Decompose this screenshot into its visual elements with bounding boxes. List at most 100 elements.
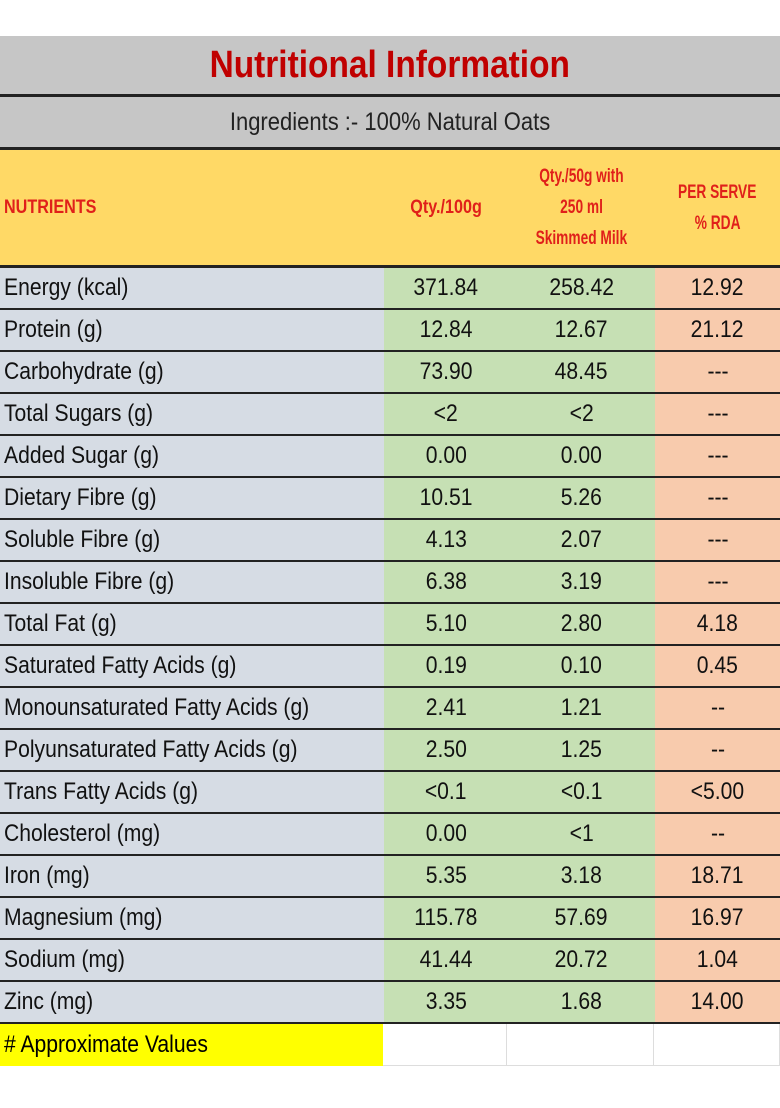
rda-percent: --- xyxy=(655,562,780,602)
qty-per-50g-milk: 1.21 xyxy=(508,688,655,728)
qty-per-50g-milk-text: <0.1 xyxy=(560,778,603,805)
nutrient-name-text: Zinc (mg) xyxy=(4,988,94,1015)
qty-per-100g: 10.51 xyxy=(384,478,508,518)
table-row: Insoluble Fibre (g) 6.38 3.19 --- xyxy=(0,562,780,604)
nutrient-name-text: Soluble Fibre (g) xyxy=(4,526,161,553)
qty-per-100g-text: 10.51 xyxy=(419,484,473,511)
nutrient-name-text: Trans Fatty Acids (g) xyxy=(4,778,199,805)
nutrient-name-text: Iron (mg) xyxy=(4,862,90,889)
qty-per-50g-milk-text: 20.72 xyxy=(555,946,608,973)
rda-percent: 21.12 xyxy=(655,310,780,350)
nutrient-name-text: Sodium (mg) xyxy=(4,946,125,973)
qty-per-100g-text: <0.1 xyxy=(425,778,467,805)
nutrient-name-text: Monounsaturated Fatty Acids (g) xyxy=(4,694,310,721)
nutrient-name-text: Added Sugar (g) xyxy=(4,442,159,469)
footnote: # Approximate Values xyxy=(0,1024,383,1066)
qty-per-50g-milk: 0.10 xyxy=(508,646,655,686)
rda-percent-text: <5.00 xyxy=(690,778,745,805)
nutrient-name: Total Sugars (g) xyxy=(0,394,384,434)
qty-per-50g-milk-text: 1.21 xyxy=(560,694,603,721)
rda-percent-text: 21.12 xyxy=(691,316,744,343)
nutrient-name-text: Carbohydrate (g) xyxy=(4,358,164,385)
qty-per-50g-milk: 20.72 xyxy=(508,940,655,980)
qty-per-50g-milk-text: 2.07 xyxy=(560,526,603,553)
qty-per-50g-milk: 3.19 xyxy=(508,562,655,602)
qty-per-100g: 5.35 xyxy=(384,856,508,896)
nutrient-name: Cholesterol (mg) xyxy=(0,814,384,854)
qty-per-100g-text: 12.84 xyxy=(419,316,473,343)
rda-percent: <5.00 xyxy=(655,772,780,812)
nutrient-name: Insoluble Fibre (g) xyxy=(0,562,384,602)
qty-per-100g: 6.38 xyxy=(384,562,508,602)
nutrient-name-text: Total Sugars (g) xyxy=(4,400,154,427)
rda-percent: 14.00 xyxy=(655,982,780,1022)
qty-per-100g: <2 xyxy=(384,394,508,434)
rda-percent-text: 4.18 xyxy=(696,610,739,637)
rda-percent-text: -- xyxy=(710,694,725,721)
qty-per-50g-milk-text: 1.68 xyxy=(560,988,603,1015)
nutrient-name-text: Polyunsaturated Fatty Acids (g) xyxy=(4,736,298,763)
table-row: Energy (kcal) 371.84 258.42 12.92 xyxy=(0,268,780,310)
qty-per-100g-text: 115.78 xyxy=(414,904,478,931)
qty-per-100g-text: 0.19 xyxy=(425,652,467,679)
title-text: Nutritional Information xyxy=(209,43,571,86)
nutrient-name: Trans Fatty Acids (g) xyxy=(0,772,384,812)
qty-per-50g-milk: 57.69 xyxy=(508,898,655,938)
nutrient-name: Energy (kcal) xyxy=(0,268,384,308)
qty-per-100g: 73.90 xyxy=(384,352,508,392)
rda-percent: 1.04 xyxy=(655,940,780,980)
nutrient-name: Iron (mg) xyxy=(0,856,384,896)
table-row: Total Sugars (g) <2 <2 --- xyxy=(0,394,780,436)
rda-percent: --- xyxy=(655,436,780,476)
nutrient-name-text: Total Fat (g) xyxy=(4,610,117,637)
qty-per-100g-text: <2 xyxy=(433,400,459,427)
qty-per-100g: 41.44 xyxy=(384,940,508,980)
qty-per-50g-milk-text: 5.26 xyxy=(560,484,603,511)
qty-per-100g: 4.13 xyxy=(384,520,508,560)
qty-per-50g-milk-text: <1 xyxy=(569,820,594,847)
qty-per-100g-text: 0.00 xyxy=(425,820,467,847)
nutrient-name-text: Protein (g) xyxy=(4,316,103,343)
qty-per-100g-text: 4.13 xyxy=(425,526,467,553)
header-nutrients: NUTRIENTS xyxy=(4,197,97,218)
header-rda: PER SERVE% RDA xyxy=(678,181,757,234)
table-row: Protein (g) 12.84 12.67 21.12 xyxy=(0,310,780,352)
qty-per-100g-text: 6.38 xyxy=(425,568,467,595)
page-title: Nutritional Information xyxy=(0,36,780,97)
nutrient-name: Sodium (mg) xyxy=(0,940,384,980)
qty-per-50g-milk: <1 xyxy=(508,814,655,854)
qty-per-50g-milk: 3.18 xyxy=(508,856,655,896)
header-row: NUTRIENTS Qty./100g Qty./50g with 250 ml S… xyxy=(0,150,780,268)
qty-per-50g-milk: 2.07 xyxy=(508,520,655,560)
rda-percent-text: 16.97 xyxy=(691,904,744,931)
nutrient-name: Zinc (mg) xyxy=(0,982,384,1022)
qty-per-50g-milk: 1.25 xyxy=(508,730,655,770)
rda-percent-text: --- xyxy=(706,568,729,595)
nutrient-name: Polyunsaturated Fatty Acids (g) xyxy=(0,730,384,770)
table-body: Energy (kcal) 371.84 258.42 12.92 Protein (g… xyxy=(0,268,780,1024)
rda-percent-text: --- xyxy=(706,358,729,385)
qty-per-100g-text: 5.35 xyxy=(425,862,467,889)
nutrient-name-text: Insoluble Fibre (g) xyxy=(4,568,175,595)
header-qty-100g: Qty./100g xyxy=(410,197,482,218)
table-row: Monounsaturated Fatty Acids (g) 2.41 1.21 -… xyxy=(0,688,780,730)
qty-per-50g-milk: 48.45 xyxy=(508,352,655,392)
qty-per-100g-text: 73.90 xyxy=(419,358,473,385)
rda-percent-text: -- xyxy=(710,736,725,763)
nutrient-name: Saturated Fatty Acids (g) xyxy=(0,646,384,686)
rda-percent-text: 18.71 xyxy=(691,862,744,889)
table-row: Carbohydrate (g) 73.90 48.45 --- xyxy=(0,352,780,394)
table-row: Magnesium (mg) 115.78 57.69 16.97 xyxy=(0,898,780,940)
qty-per-100g: 0.00 xyxy=(384,814,508,854)
qty-per-50g-milk-text: 0.00 xyxy=(560,442,603,469)
qty-per-50g-milk-text: 57.69 xyxy=(555,904,608,931)
qty-per-100g-text: 371.84 xyxy=(413,274,479,301)
table-row: Cholesterol (mg) 0.00 <1 -- xyxy=(0,814,780,856)
qty-per-50g-milk: 5.26 xyxy=(508,478,655,518)
nutrient-name-text: Magnesium (mg) xyxy=(4,904,163,931)
nutrient-name: Protein (g) xyxy=(0,310,384,350)
nutrient-name-text: Energy (kcal) xyxy=(4,274,129,301)
rda-percent-text: --- xyxy=(706,442,729,469)
qty-per-100g-text: 5.10 xyxy=(425,610,467,637)
table-row: Trans Fatty Acids (g) <0.1 <0.1 <5.00 xyxy=(0,772,780,814)
